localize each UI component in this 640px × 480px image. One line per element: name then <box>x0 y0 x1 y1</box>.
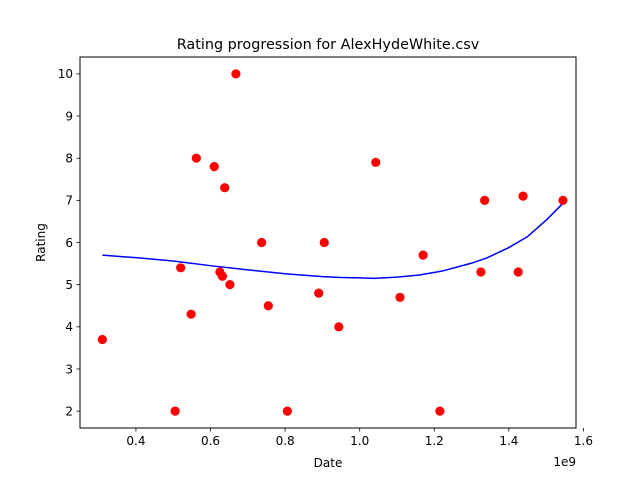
data-point <box>263 301 273 311</box>
y-axis-label: Rating <box>34 223 48 262</box>
data-point <box>170 406 180 416</box>
y-tick-label: 7 <box>65 194 73 208</box>
data-point <box>371 157 381 167</box>
x-tick-label: 1.2 <box>425 434 444 448</box>
data-point <box>518 191 528 201</box>
points-layer <box>97 69 568 416</box>
x-axis-label: Date <box>314 456 343 470</box>
data-point <box>513 267 523 277</box>
plot-area <box>79 56 577 429</box>
x-tick-label: 1.0 <box>350 434 369 448</box>
y-tick-label: 9 <box>65 109 73 123</box>
x-axis: 0.4 0.6 0.8 1.0 1.2 1.4 1.6 <box>126 428 593 448</box>
x-tick-label: 0.4 <box>126 434 145 448</box>
y-tick-label: 5 <box>65 278 73 292</box>
y-tick-label: 2 <box>65 404 73 418</box>
line-layer <box>102 202 564 280</box>
y-tick-label: 6 <box>65 236 73 250</box>
data-point <box>395 292 405 302</box>
data-point <box>418 250 428 260</box>
data-point <box>97 334 107 345</box>
x-tick-label: 1.4 <box>499 434 518 448</box>
data-point <box>435 406 445 416</box>
x-axis-offset-label: 1e9 <box>553 455 576 469</box>
y-axis: 2 3 4 5 6 7 8 9 10 <box>58 67 80 418</box>
data-point <box>319 237 329 248</box>
data-point <box>257 237 267 248</box>
x-tick-label: 0.6 <box>201 434 220 448</box>
y-tick-label: 3 <box>65 362 73 376</box>
data-point <box>282 406 292 416</box>
y-tick-label: 10 <box>58 67 73 81</box>
data-point <box>480 195 490 205</box>
data-point <box>186 309 196 319</box>
chart-title: Rating progression for AlexHydeWhite.csv <box>177 37 480 53</box>
data-point <box>476 267 486 277</box>
data-point <box>217 271 228 281</box>
data-point <box>558 195 568 205</box>
data-point <box>334 322 344 332</box>
data-point <box>314 288 324 298</box>
data-point <box>225 280 235 290</box>
data-point <box>220 183 230 193</box>
x-tick-label: 1.6 <box>574 434 593 448</box>
data-point <box>209 162 219 172</box>
data-point <box>176 263 186 273</box>
x-tick-label: 0.8 <box>276 434 295 448</box>
data-point <box>231 69 241 79</box>
data-point <box>191 153 201 163</box>
y-tick-label: 8 <box>65 151 73 165</box>
y-tick-label: 4 <box>65 320 73 334</box>
trend-line <box>102 202 564 280</box>
